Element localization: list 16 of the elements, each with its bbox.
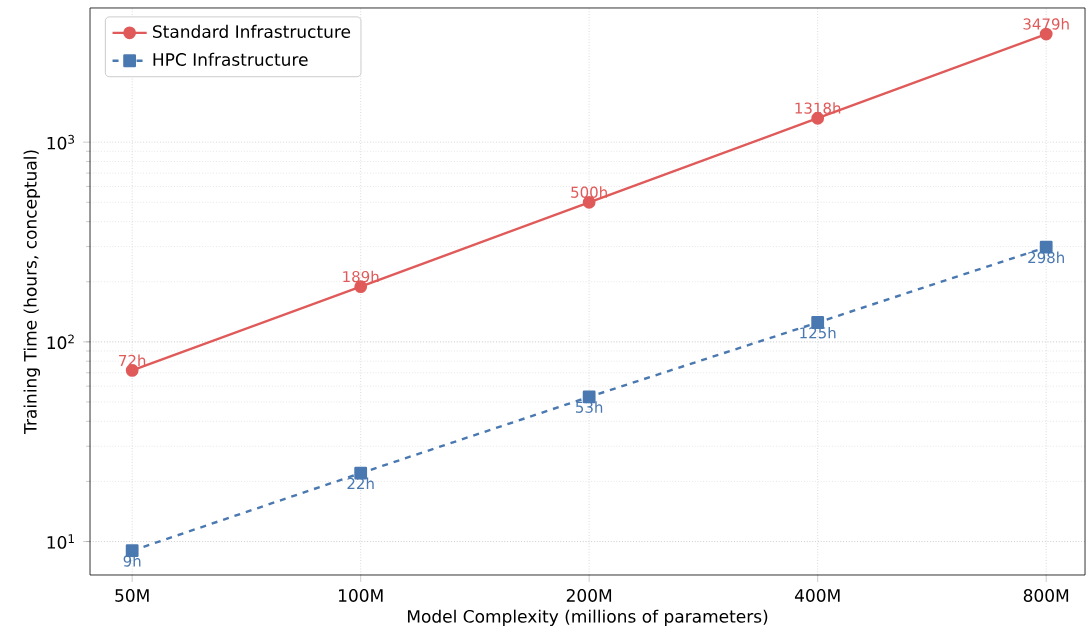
x-tick-label: 200M [566,589,612,602]
legend-label: HPC Infrastructure [153,52,308,66]
y-axis-title: Training Time (hours, conceptual) [23,150,41,435]
y-tick-label: 10$^{1}$ [47,534,74,549]
x-tick-label: 50M [115,589,149,602]
data-label: 500h [571,186,607,198]
x-tick-label: 100M [339,589,383,602]
y-tick-label: 10$^{2}$ [47,334,74,350]
data-label: 3479h [1023,18,1069,30]
x-axis-title: Model Complexity (millions of parameters) [407,609,768,627]
data-label: 298h [1028,251,1064,264]
x-tick-label: 800M [1023,589,1069,602]
legend-label: Standard Infrastructure [153,24,351,39]
y-tick-label: 10$^{3}$ [47,134,75,150]
data-label: 189h [343,270,379,283]
x-tick-label: 400M [794,589,840,602]
